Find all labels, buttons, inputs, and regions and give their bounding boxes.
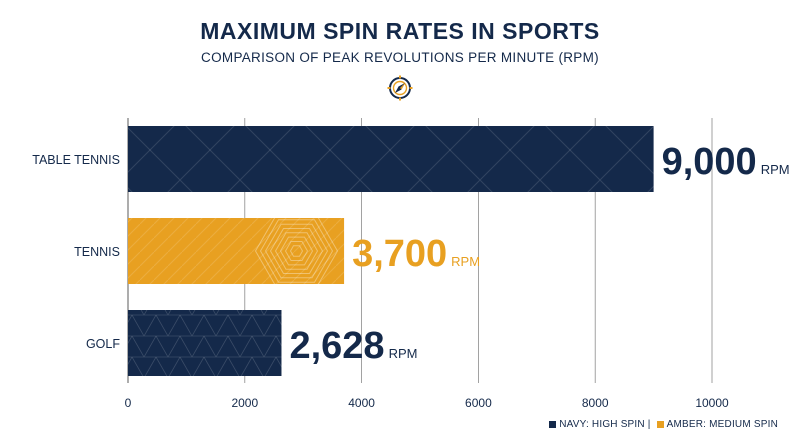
legend-swatch-amber [656,421,664,428]
category-label: TENNIS [74,245,120,259]
legend-item-navy: NAVY: HIGH SPIN | [549,419,650,430]
legend-item-amber: AMBER: MEDIUM SPIN [656,419,778,430]
legend-label-amber: AMBER: MEDIUM SPIN [666,419,778,430]
bar-hex-ring [259,219,334,283]
value-labels: 9,000 RPM 3,700 RPM 2,628 RPM [289,141,789,367]
x-tick-label: 0 [125,396,132,410]
x-tick-label: 8000 [582,396,609,410]
legend: NAVY: HIGH SPIN | AMBER: MEDIUM SPIN [549,419,778,430]
bar-hex-ring [269,228,324,274]
x-tick-label: 10000 [695,396,729,410]
bar-hex-ring [279,236,314,266]
bar-texture [128,126,654,192]
value-label: 3,700 [352,233,447,275]
value-unit-label: RPM [389,346,418,361]
value-label: 9,000 [662,141,757,183]
x-tick-label: 6000 [465,396,492,410]
bars [128,126,654,376]
bar-texture [128,218,345,284]
bar-hex-ring [289,245,304,257]
compass-icon [387,75,413,101]
value-unit-label: RPM [451,254,480,269]
value-unit-label: RPM [761,162,790,177]
x-tick-label: 2000 [231,396,258,410]
value-label: 2,628 [289,325,384,367]
bar-hex-ring [274,232,319,270]
x-axis-ticks: 0 2000 4000 6000 8000 10000 [125,396,729,410]
legend-label-navy: NAVY: HIGH SPIN | [559,419,651,430]
chart-subtitle: COMPARISON OF PEAK REVOLUTIONS PER MINUT… [201,50,599,65]
bar-hex-ring [264,223,329,279]
legend-swatch-navy [549,421,557,428]
bar-texture [128,310,282,376]
category-label: TABLE TENNIS [32,153,120,167]
bar-hex-ring [254,215,339,287]
category-label: GOLF [86,337,120,351]
bar-hex-ring [284,241,309,261]
chart-title: MAXIMUM SPIN RATES IN SPORTS [200,18,600,44]
category-labels: TABLE TENNIS TENNIS GOLF [32,153,120,351]
x-tick-label: 4000 [348,396,375,410]
